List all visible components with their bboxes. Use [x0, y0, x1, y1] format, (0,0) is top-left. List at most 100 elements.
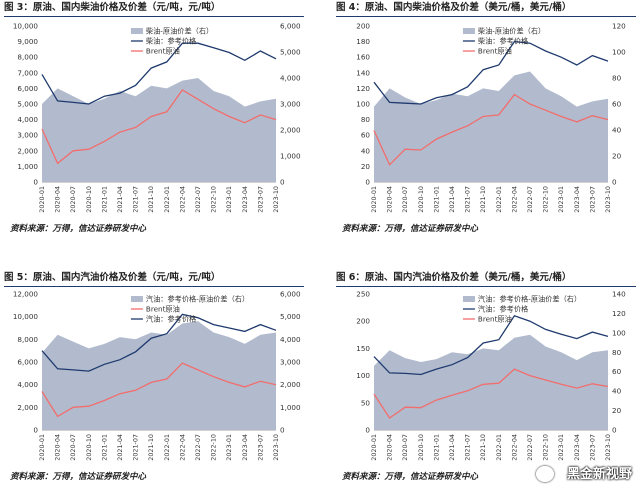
left-axis-tick-label: 200: [356, 22, 370, 31]
left-axis-tick-label: 6,000: [17, 84, 38, 93]
left-axis-tick-label: 0: [33, 178, 38, 187]
x-axis-tick-label: 2020-01: [370, 434, 378, 461]
product-price-line-series: [373, 40, 609, 105]
left-axis-tick-label: 4,000: [17, 115, 38, 124]
x-axis-tick-label: 2021-07: [464, 434, 472, 461]
x-axis-tick-label: 2022-04: [178, 186, 186, 213]
left-axis-tick-label: 40: [361, 146, 371, 155]
x-axis-tick-label: 2022-04: [178, 434, 186, 461]
left-axis-tick-label: 120: [356, 84, 370, 93]
right-axis-tick-label: 5,000: [280, 48, 301, 57]
x-axis-tick-label: 2023-01: [225, 186, 233, 213]
figure-4-source: 资料来源：万得，信达证券研发中心: [342, 224, 479, 234]
right-axis-tick-label: 0: [612, 426, 617, 435]
left-axis-tick-label: 12,000: [13, 290, 39, 299]
figure-5-header: 图 5：原油、国内汽油价格及价差（元/吨，元/吨）: [4, 270, 304, 287]
x-axis-tick-label: 2023-10: [272, 186, 280, 213]
x-axis-tick-label: 2021-04: [448, 186, 456, 213]
left-axis-tick-label: 3,000: [17, 131, 38, 140]
left-axis-tick-label: 160: [356, 53, 370, 62]
x-axis-tick-label: 2020-07: [69, 186, 77, 213]
left-axis-tick-label: 150: [356, 344, 370, 353]
x-axis-tick-label: 2022-04: [510, 434, 518, 461]
x-axis-tick-label: 2022-07: [526, 434, 534, 461]
left-axis-tick-label: 4,000: [17, 380, 38, 389]
x-axis-tick-label: 2020-04: [54, 434, 62, 461]
x-axis-tick-label: 2022-10: [210, 186, 218, 213]
figure-6-chart: 0 50 100 150 200 250 0 20 40 60 80 100 120 140 2020-01…: [356, 290, 626, 461]
right-axis-tick-label: 3,000: [280, 100, 301, 109]
right-axis-tick-label: 0: [612, 178, 617, 187]
left-axis-tick-label: 5,000: [17, 100, 38, 109]
right-axis-tick-label: 1,000: [280, 403, 301, 412]
legend-swatch: [462, 28, 475, 34]
figure-3-source: 资料来源：万得，信达证券研发中心: [10, 224, 147, 234]
left-axis-tick-label: 1,000: [17, 162, 38, 171]
x-axis-tick-label: 2021-07: [464, 186, 472, 213]
x-axis-tick-label: 2021-07: [132, 434, 140, 461]
x-axis-tick-label: 2020-07: [69, 434, 77, 461]
x-axis-tick-label: 2023-07: [588, 434, 596, 461]
x-axis-tick-label: 2023-04: [573, 434, 581, 461]
brent-line-series: [373, 93, 609, 166]
right-axis-tick-label: 120: [612, 22, 626, 31]
x-axis-tick-label: 2022-10: [210, 434, 218, 461]
legend-label: 汽油：参考价格-原油价差（右）: [478, 295, 581, 304]
x-axis-tick-label: 2022-01: [163, 434, 171, 461]
legend-label: Brent原油: [146, 305, 180, 314]
right-axis-tick-label: 120: [612, 309, 626, 318]
right-axis-tick-label: 80: [612, 74, 622, 83]
right-axis-tick-label: 2,000: [280, 126, 301, 135]
left-axis-tick-label: 20: [361, 162, 371, 171]
right-axis-tick-label: 140: [612, 290, 626, 299]
figure-6-panel: 图 6：原油、国内汽油价格及价差（美元/桶，美元/桶） 0 50 100 150 200…: [336, 270, 636, 486]
x-axis-tick-label: 2020-01: [38, 434, 46, 461]
product-price-line-series: [41, 42, 277, 105]
x-axis-tick-label: 2023-10: [604, 434, 612, 461]
legend-label: 柴油-原油价差（右）: [146, 27, 213, 36]
x-axis-tick-label: 2023-10: [604, 186, 612, 213]
figure-3-header: 图 3：原油、国内柴油价格及价差（元/吨，元/吨）: [4, 0, 304, 17]
legend-label: 汽油：参考价格: [478, 305, 529, 314]
legend-swatch: [462, 296, 475, 302]
figure-5-panel: 图 5：原油、国内汽油价格及价差（元/吨，元/吨） 0 2,000 4,000 6,0…: [4, 270, 304, 486]
x-axis-tick-label: 2021-01: [100, 434, 108, 461]
right-axis-tick-label: 5,000: [280, 312, 301, 321]
x-axis-tick-label: 2023-04: [241, 186, 249, 213]
spread-area-series: [42, 78, 276, 182]
left-axis-tick-label: 250: [356, 290, 370, 299]
left-axis-tick-label: 10,000: [13, 22, 39, 31]
x-axis-tick-label: 2022-07: [526, 186, 534, 213]
x-axis-tick-label: 2023-01: [557, 186, 565, 213]
left-axis-tick-label: 60: [361, 131, 371, 140]
x-axis-tick-label: 2022-07: [194, 434, 202, 461]
x-axis-tick-label: 2023-01: [557, 434, 565, 461]
watermark: 黑金新视野: [566, 467, 632, 482]
x-axis-tick-label: 2023-07: [256, 434, 264, 461]
legend-label: 柴油：参考价格: [478, 37, 529, 46]
spread-area-series: [374, 71, 608, 182]
right-axis-tick-label: 0: [280, 426, 285, 435]
left-axis-tick-label: 6,000: [17, 358, 38, 367]
left-axis-tick-label: 2,000: [17, 146, 38, 155]
left-axis-tick-label: 50: [361, 398, 371, 407]
x-axis-tick-label: 2021-10: [479, 434, 487, 461]
left-axis-tick-label: 180: [356, 37, 370, 46]
x-axis-tick-label: 2021-04: [116, 186, 124, 213]
x-axis-tick-label: 2020-04: [386, 434, 394, 461]
brent-line-series: [373, 368, 609, 419]
right-axis-tick-label: 40: [612, 126, 622, 135]
left-axis-tick-label: 2,000: [17, 403, 38, 412]
legend-label: Brent原油: [478, 47, 512, 56]
right-axis-tick-label: 20: [612, 406, 622, 415]
x-axis-tick-label: 2021-10: [479, 186, 487, 213]
figure-6-header: 图 6：原油、国内汽油价格及价差（美元/桶，美元/桶）: [336, 270, 636, 287]
right-axis-tick-label: 100: [612, 48, 626, 57]
right-axis-tick-label: 60: [612, 100, 622, 109]
legend-label: 柴油-原油价差（右）: [478, 27, 545, 36]
figure-6-source: 资料来源：万得，信达证券研发中心: [342, 472, 479, 482]
right-axis-tick-label: 4,000: [280, 74, 301, 83]
x-axis-tick-label: 2023-10: [272, 434, 280, 461]
brent-line-series: [41, 89, 277, 165]
figure-4-chart: 0 20 40 60 80 100 120 140 160 180 200 0 20 40 60 80 100 1…: [356, 22, 626, 213]
